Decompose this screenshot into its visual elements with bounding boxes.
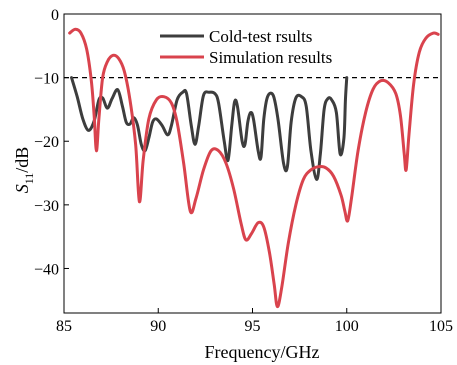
x-tick-label: 105: [429, 318, 453, 335]
y-axis-title: S11/dB: [12, 147, 36, 194]
y-axis-title-subscript: 11: [22, 173, 36, 185]
series-line-simulation: [68, 27, 440, 309]
y-axis-title-symbol: S: [12, 184, 32, 193]
y-tick-label: −40: [34, 261, 59, 278]
legend-label-cold-test: Cold-test rsults: [209, 27, 312, 46]
legend-label-simulation: Simulation results: [209, 48, 332, 67]
x-tick-label: 100: [335, 318, 359, 335]
series-line-cold-test: [70, 76, 349, 181]
axis-ticks: [63, 13, 442, 313]
axis-tick-labels: 85 90 95 100 105 0 −10 −20 −30 −40: [34, 7, 453, 335]
x-tick-label: 90: [150, 318, 166, 335]
y-tick-label: 0: [51, 7, 59, 24]
y-axis-title-unit: /dB: [12, 147, 32, 173]
x-tick-label: 95: [245, 318, 261, 335]
y-tick-label: −10: [34, 71, 59, 88]
y-tick-label: −30: [34, 198, 59, 215]
y-tick-label: −20: [34, 134, 59, 151]
x-tick-label: 85: [56, 318, 72, 335]
x-axis-title: Frequency/GHz: [205, 342, 320, 362]
legend: Cold-test rsults Simulation results: [160, 27, 332, 67]
